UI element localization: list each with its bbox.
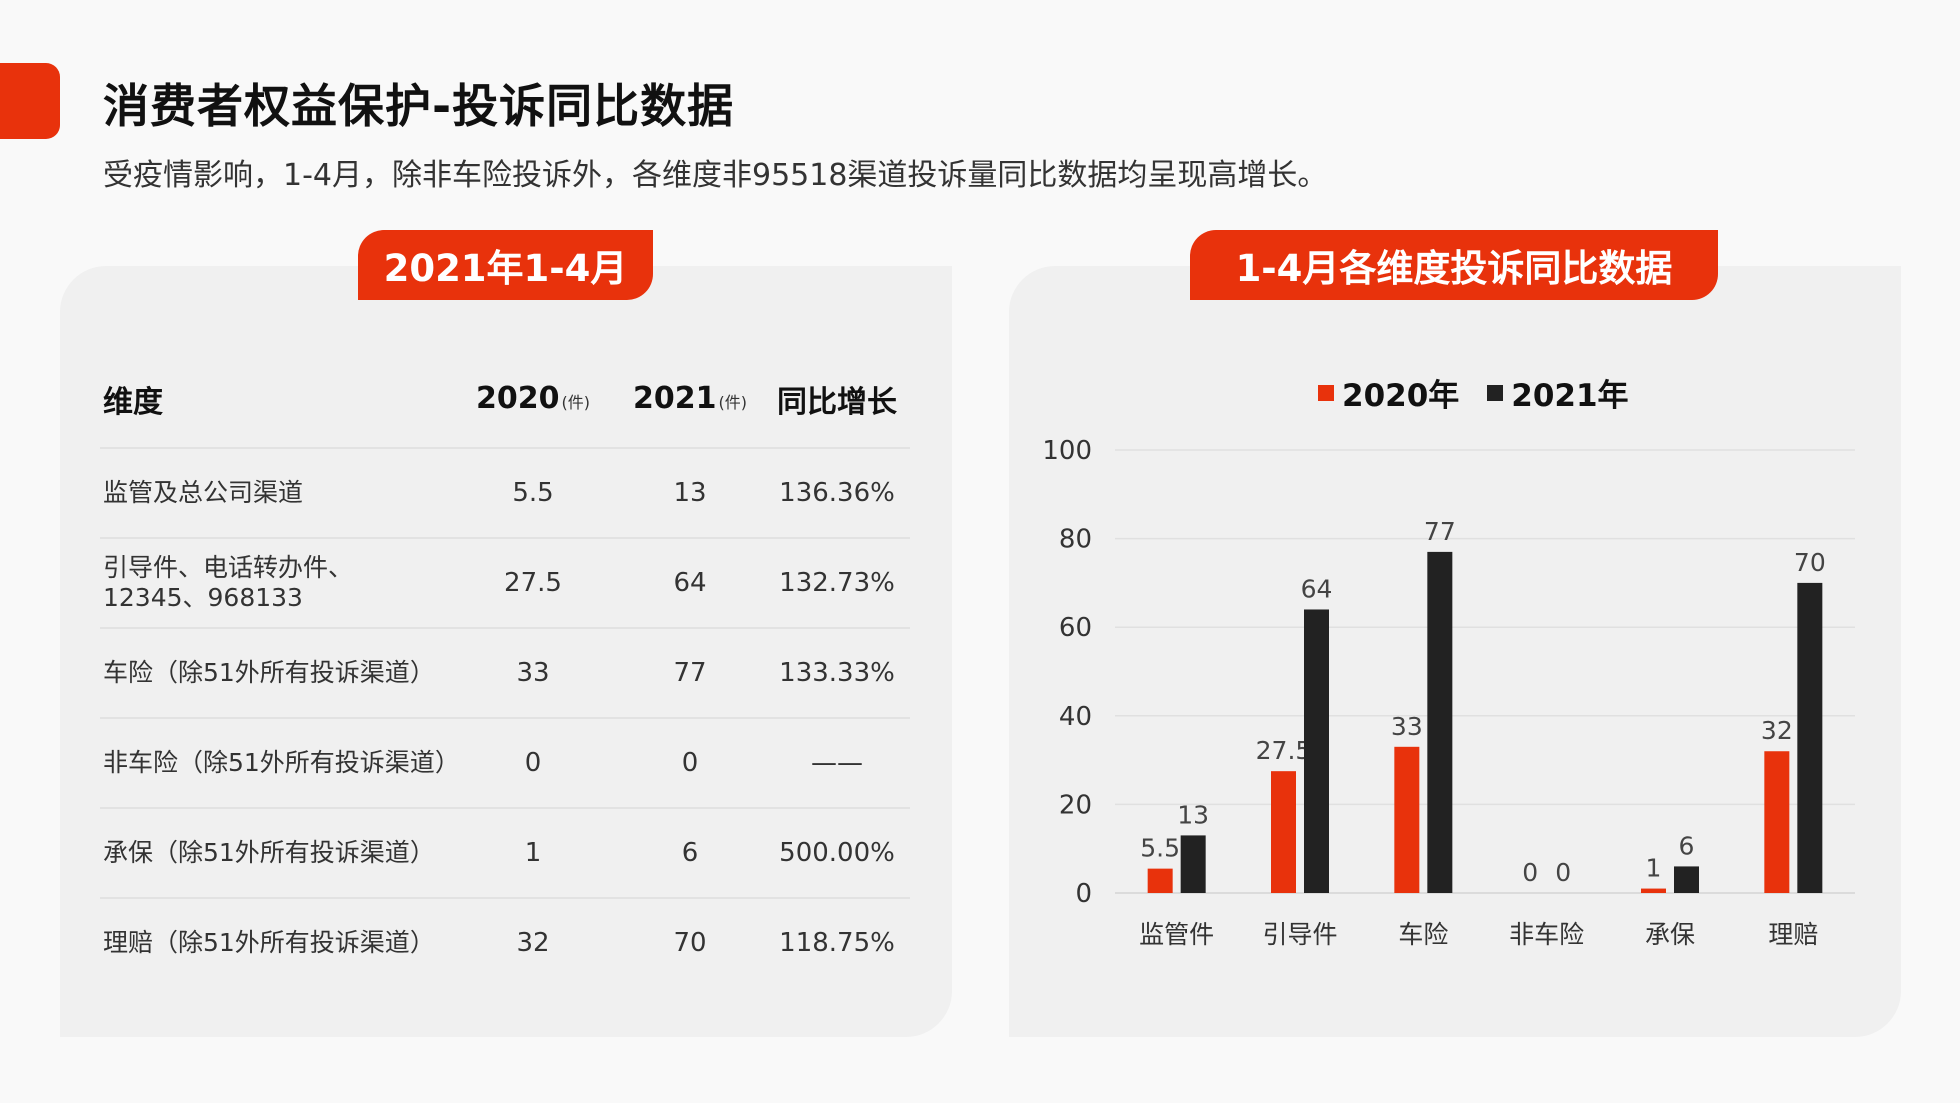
header-2021: 2021 (件) — [633, 381, 747, 416]
row-value-2021: 70 — [673, 928, 707, 958]
row-value-2021: 77 — [673, 658, 707, 688]
bar-2020 — [1764, 751, 1790, 893]
row-growth: 118.75% — [779, 928, 895, 958]
row-value-2020: 33 — [516, 658, 550, 688]
table-row: 承保（除51外所有投诉渠道） 1 6 500.00% — [100, 809, 910, 899]
bar-2020 — [1641, 888, 1666, 893]
data-table: 维度 2020 (件) 2021 (件) 同比增长 监管及总公司渠道 5.5 13 … — [100, 350, 910, 987]
page-subtitle: 受疫情影响，1-4月，除非车险投诉外，各维度非95518渠道投诉量同比数据均呈现… — [103, 158, 1328, 193]
table-panel — [60, 266, 952, 1037]
data-label: 27.5 — [1256, 736, 1312, 765]
data-label: 70 — [1794, 548, 1826, 577]
legend-item-2021: 2021年 — [1487, 370, 1629, 415]
row-growth: 133.33% — [779, 658, 895, 688]
legend-label-2020: 2020年 — [1342, 378, 1460, 414]
bar-2021 — [1180, 835, 1206, 893]
bar-2020 — [1147, 868, 1173, 893]
data-label: 6 — [1679, 831, 1695, 860]
table-row: 监管及总公司渠道 5.5 13 136.36% — [100, 449, 910, 539]
bar-2021 — [1674, 866, 1699, 893]
header-2020: 2020 (件) — [476, 381, 590, 416]
table-header: 维度 2020 (件) 2021 (件) 同比增长 — [100, 350, 910, 449]
bar-2021 — [1427, 551, 1453, 893]
table-row: 车险（除51外所有投诉渠道） 33 77 133.33% — [100, 629, 910, 719]
row-value-2020: 5.5 — [512, 478, 554, 508]
row-dimension: 理赔（除51外所有投诉渠道） — [103, 928, 435, 957]
row-value-2021: 0 — [681, 748, 699, 778]
table-row: 引导件、电话转办件、12345、968133 27.5 64 132.73% — [100, 539, 910, 629]
legend-swatch-2021 — [1487, 384, 1504, 401]
row-dimension: 引导件、电话转办件、12345、968133 — [103, 553, 354, 612]
table-row: 理赔（除51外所有投诉渠道） 32 70 118.75% — [100, 899, 910, 987]
row-value-2021: 6 — [681, 838, 699, 868]
row-value-2020: 27.5 — [504, 568, 562, 598]
legend-label-2021: 2021年 — [1511, 378, 1629, 414]
y-tick-label: 60 — [1059, 613, 1092, 643]
row-value-2020: 1 — [524, 838, 542, 868]
row-value-2021: 13 — [673, 478, 707, 508]
page-title: 消费者权益保护-投诉同比数据 — [103, 79, 735, 133]
x-tick-label: 承保 — [1645, 920, 1695, 949]
row-value-2020: 0 — [524, 748, 542, 778]
y-tick-label: 20 — [1059, 790, 1092, 820]
table-row: 非车险（除51外所有投诉渠道） 0 0 —— — [100, 719, 910, 809]
y-tick-label: 80 — [1059, 525, 1092, 555]
title-accent-bar — [0, 63, 60, 139]
data-label: 5.5 — [1140, 834, 1180, 863]
y-tick-label: 0 — [1075, 879, 1092, 909]
x-tick-label: 车险 — [1398, 920, 1448, 949]
bar-2020 — [1271, 771, 1296, 893]
y-tick-label: 100 — [1042, 436, 1092, 466]
row-dimension: 非车险（除51外所有投诉渠道） — [103, 748, 460, 777]
row-value-2020: 32 — [516, 928, 550, 958]
row-growth: 500.00% — [779, 838, 895, 868]
bar-2021 — [1304, 609, 1329, 893]
row-growth: 136.36% — [779, 478, 895, 508]
row-value-2021: 64 — [673, 568, 707, 598]
legend-swatch-2020 — [1318, 384, 1334, 401]
row-dimension: 承保（除51外所有投诉渠道） — [103, 838, 435, 867]
bar-2021 — [1797, 582, 1823, 893]
data-label: 13 — [1177, 800, 1209, 829]
x-tick-label: 监管件 — [1139, 920, 1214, 949]
data-label: 33 — [1391, 712, 1423, 741]
row-dimension: 车险（除51外所有投诉渠道） — [103, 658, 435, 687]
row-dimension: 监管及总公司渠道 — [103, 478, 304, 507]
row-growth: 132.73% — [779, 568, 895, 598]
legend-item-2020: 2020年 — [1318, 370, 1459, 415]
x-tick-label: 非车险 — [1509, 920, 1584, 949]
x-tick-label: 引导件 — [1262, 920, 1337, 949]
chart-panel — [1009, 266, 1901, 1037]
table-panel-tab: 2021年1-4月 — [358, 230, 653, 300]
x-tick-label: 理赔 — [1768, 920, 1818, 949]
header-growth: 同比增长 — [777, 384, 897, 420]
chart-legend: 2020年 2021年 — [1318, 370, 1629, 415]
data-label: 77 — [1424, 517, 1456, 546]
chart-panel-tab: 1-4月各维度投诉同比数据 — [1190, 230, 1718, 300]
data-label: 0 — [1522, 858, 1538, 887]
data-label: 0 — [1555, 858, 1571, 887]
header-dimension: 维度 — [103, 384, 163, 420]
row-growth: —— — [811, 748, 863, 778]
data-label: 1 — [1646, 854, 1662, 883]
data-label: 64 — [1301, 574, 1333, 603]
bar-2020 — [1394, 746, 1420, 893]
y-tick-label: 40 — [1059, 702, 1092, 732]
data-label: 32 — [1761, 716, 1793, 745]
